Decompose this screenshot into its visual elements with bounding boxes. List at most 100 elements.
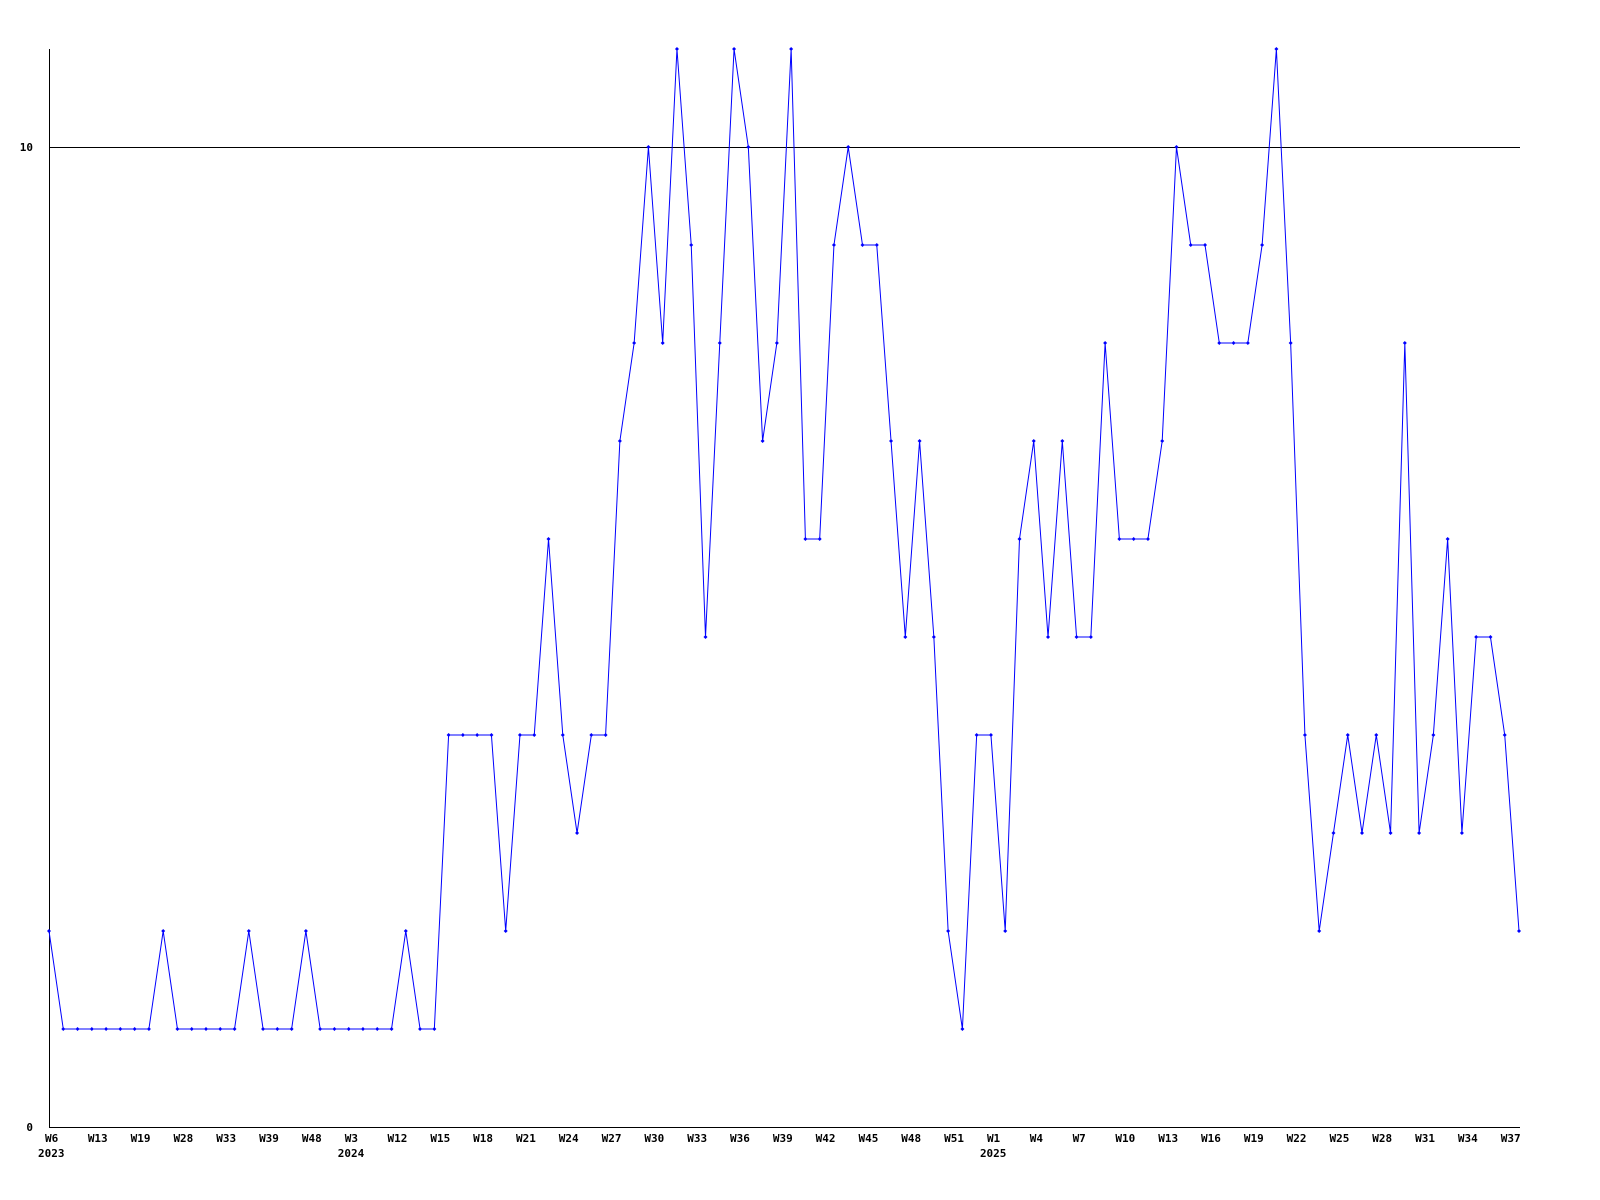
data-point [646,145,651,149]
data-point [475,733,480,737]
data-point [432,1027,437,1031]
x-tick-label: W33 [687,1132,707,1145]
x-tick-label: W13 [1158,1132,1178,1145]
data-point [674,47,679,51]
data-point [89,1027,94,1031]
x-tick-label: W22 [1287,1132,1307,1145]
data-point [1360,831,1365,835]
x-tick-label: W28 [1372,1132,1392,1145]
data-point [360,1027,365,1031]
data-point [1188,243,1193,247]
data-point [988,733,993,737]
data-point [974,733,979,737]
data-point [1103,341,1108,345]
data-point [375,1027,380,1031]
x-tick-label: W7 [1073,1132,1086,1145]
x-tick-label: W15 [430,1132,450,1145]
data-point [1017,537,1022,541]
data-point [175,1027,180,1031]
data-point [303,929,308,933]
data-point [689,243,694,247]
data-point [1160,439,1165,443]
data-point [1345,733,1350,737]
data-point [161,929,166,933]
data-point [389,1027,394,1031]
x-tick-label: W39 [773,1132,793,1145]
data-point [732,47,737,51]
y-tick-label: 10 [20,141,33,154]
x-tick-label: W42 [816,1132,836,1145]
x-tick-label: W12 [388,1132,408,1145]
data-point [603,733,608,737]
x-tick-label: W48 [901,1132,921,1145]
x-tick-label: W18 [473,1132,493,1145]
x-tick-label: W10 [1115,1132,1135,1145]
data-point [1003,929,1008,933]
data-point [1317,929,1322,933]
data-point [1274,47,1279,51]
x-tick-label: W19 [1244,1132,1264,1145]
data-point [917,439,922,443]
data-point [575,831,580,835]
x-tick-label: W39 [259,1132,279,1145]
data-point [632,341,637,345]
data-point [589,733,594,737]
series-line [48,48,1520,1030]
data-point [332,1027,337,1031]
data-point [889,439,894,443]
data-point [1331,831,1336,835]
data-point [47,929,51,933]
data-point [1088,635,1093,639]
data-point [146,1027,151,1031]
data-point [1445,537,1450,541]
data-point [1459,831,1464,835]
data-point [1217,341,1222,345]
data-point [104,1027,109,1031]
x-tick-label: W19 [131,1132,151,1145]
data-point [1145,537,1150,541]
data-point [189,1027,194,1031]
x-tick-label: W37 [1501,1132,1521,1145]
data-point [75,1027,80,1031]
data-point [860,243,865,247]
data-point [1074,635,1079,639]
data-point [960,1027,965,1031]
data-point [460,733,465,737]
data-point [1517,929,1521,933]
data-point [418,1027,423,1031]
x-tick-label: W6 [45,1132,59,1145]
x-tick-label: W36 [730,1132,750,1145]
data-point [846,145,851,149]
y-tick-label: 0 [26,1121,33,1134]
data-point [903,635,908,639]
data-point [1431,733,1436,737]
data-point [1260,243,1265,247]
data-point [1060,439,1065,443]
x-tick-label: W1 [987,1132,1001,1145]
data-point [232,1027,237,1031]
data-point [318,1027,323,1031]
data-point [517,733,522,737]
x-tick-label: W31 [1415,1132,1435,1145]
x-tick-label: W25 [1329,1132,1349,1145]
data-point [874,243,879,247]
data-point [703,635,708,639]
x-tick-label: W45 [858,1132,878,1145]
data-point [118,1027,123,1031]
data-point [803,537,808,541]
data-point [817,537,822,541]
data-point [1488,635,1493,639]
data-point [1388,831,1393,835]
data-point [831,243,836,247]
data-point [1031,439,1036,443]
x-tick-label: W34 [1458,1132,1478,1145]
x-tick-label: W33 [216,1132,236,1145]
year-label: 2025 [980,1147,1007,1160]
data-point [489,733,494,737]
data-point [1374,733,1379,737]
data-point [789,47,794,51]
data-point [1203,243,1208,247]
x-tick-label: W3 [345,1132,358,1145]
data-point [1402,341,1407,345]
